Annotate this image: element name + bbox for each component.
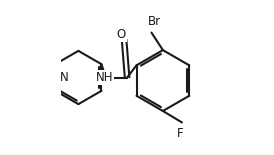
Text: Br: Br — [148, 16, 161, 28]
Text: F: F — [177, 127, 184, 140]
Text: NH: NH — [96, 71, 113, 84]
Text: O: O — [116, 28, 126, 41]
Text: N: N — [60, 71, 69, 84]
